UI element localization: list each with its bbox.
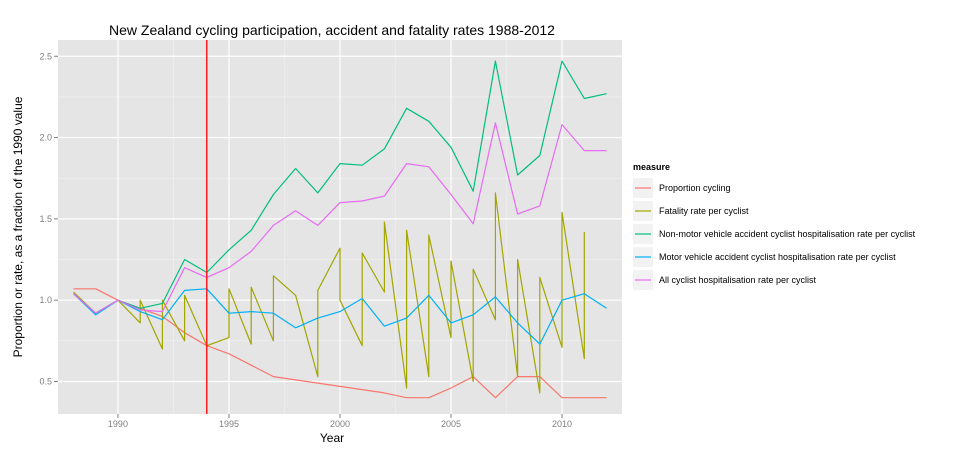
- legend: measure Proportion cycling Fatality rate …: [633, 162, 916, 290]
- legend-title: measure: [633, 162, 670, 172]
- x-tick-label: 2010: [552, 419, 572, 429]
- legend-label-4: Motor vehicle accident cyclist hospitali…: [659, 252, 896, 262]
- x-tick-label: 1990: [108, 419, 128, 429]
- y-tick-label: 2.0: [39, 133, 52, 143]
- y-tick-label: 1.5: [39, 214, 52, 224]
- chart-title: New Zealand cycling participation, accid…: [109, 22, 555, 38]
- y-tick-label: 0.5: [39, 376, 52, 386]
- x-ticks: 1990 1995 2000 2005 2010: [108, 414, 572, 429]
- series-layer: [73, 60, 607, 399]
- y-tick-label: 1.0: [39, 295, 52, 305]
- x-axis-label: Year: [320, 431, 344, 445]
- series-line-2: [73, 192, 585, 394]
- y-axis-label: Proportion or rate, as a fraction of the…: [11, 96, 25, 357]
- legend-label-2: Fatality rate per cyclist: [659, 206, 749, 216]
- series-line-4: [73, 288, 607, 345]
- x-tick-label: 1995: [219, 419, 239, 429]
- series-line-5: [73, 122, 607, 314]
- legend-label-1: Proportion cycling: [659, 183, 731, 193]
- legend-label-3: Non-motor vehicle accident cyclist hospi…: [659, 229, 916, 239]
- legend-label-5: All cyclist hospitalisation rate per cyc…: [659, 275, 817, 285]
- y-ticks: 0.5 1.0 1.5 2.0 2.5: [39, 51, 58, 386]
- x-tick-label: 2005: [441, 419, 461, 429]
- y-tick-label: 2.5: [39, 51, 52, 61]
- series-line-3: [73, 60, 607, 314]
- x-tick-label: 2000: [330, 419, 350, 429]
